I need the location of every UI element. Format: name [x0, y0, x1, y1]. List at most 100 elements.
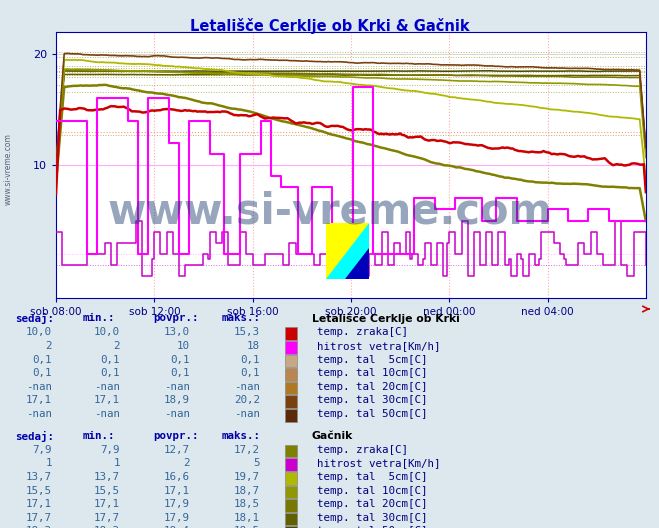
Text: temp. tal 30cm[C]: temp. tal 30cm[C]: [317, 513, 428, 523]
Text: 18,4: 18,4: [164, 526, 190, 528]
Text: 17,2: 17,2: [234, 445, 260, 455]
Text: temp. tal 50cm[C]: temp. tal 50cm[C]: [317, 526, 428, 528]
Text: 18,3: 18,3: [94, 526, 120, 528]
FancyBboxPatch shape: [285, 327, 297, 340]
Text: 1: 1: [45, 458, 52, 468]
Text: 17,1: 17,1: [26, 395, 52, 406]
Text: temp. tal  5cm[C]: temp. tal 5cm[C]: [317, 472, 428, 482]
Text: -nan: -nan: [26, 409, 52, 419]
Text: www.si-vreme.com: www.si-vreme.com: [4, 133, 13, 205]
Text: 13,7: 13,7: [26, 472, 52, 482]
Text: 17,9: 17,9: [164, 513, 190, 523]
Text: sedaj:: sedaj:: [15, 313, 54, 324]
Text: povpr.:: povpr.:: [153, 313, 198, 323]
Polygon shape: [326, 223, 369, 279]
Text: 0,1: 0,1: [241, 368, 260, 378]
FancyBboxPatch shape: [285, 499, 297, 512]
Text: 5: 5: [254, 458, 260, 468]
Text: 18: 18: [247, 341, 260, 351]
Text: temp. tal  5cm[C]: temp. tal 5cm[C]: [317, 355, 428, 365]
Text: 1: 1: [113, 458, 120, 468]
Text: -nan: -nan: [234, 382, 260, 392]
Text: 7,9: 7,9: [101, 445, 120, 455]
Text: 17,9: 17,9: [164, 499, 190, 510]
Text: 13,7: 13,7: [94, 472, 120, 482]
Polygon shape: [345, 248, 369, 279]
FancyBboxPatch shape: [285, 486, 297, 498]
Text: maks.:: maks.:: [222, 431, 261, 441]
Text: 10,0: 10,0: [26, 327, 52, 337]
Text: sedaj:: sedaj:: [15, 431, 54, 442]
Text: 17,7: 17,7: [26, 513, 52, 523]
Text: temp. tal 10cm[C]: temp. tal 10cm[C]: [317, 368, 428, 378]
FancyBboxPatch shape: [285, 526, 297, 528]
Text: 18,9: 18,9: [164, 395, 190, 406]
Text: temp. zraka[C]: temp. zraka[C]: [317, 445, 408, 455]
Text: 20,2: 20,2: [234, 395, 260, 406]
Text: 18,5: 18,5: [234, 526, 260, 528]
Text: Gačnik: Gačnik: [312, 431, 353, 441]
FancyBboxPatch shape: [285, 395, 297, 408]
Text: 0,1: 0,1: [101, 355, 120, 365]
Text: temp. tal 20cm[C]: temp. tal 20cm[C]: [317, 499, 428, 510]
Text: 17,1: 17,1: [26, 499, 52, 510]
Text: 17,1: 17,1: [94, 499, 120, 510]
Text: povpr.:: povpr.:: [153, 431, 198, 441]
Text: 2: 2: [113, 341, 120, 351]
Text: -nan: -nan: [164, 382, 190, 392]
Polygon shape: [326, 223, 369, 279]
Text: temp. tal 50cm[C]: temp. tal 50cm[C]: [317, 409, 428, 419]
Text: 12,7: 12,7: [164, 445, 190, 455]
Text: www.si-vreme.com: www.si-vreme.com: [107, 190, 552, 232]
FancyBboxPatch shape: [285, 458, 297, 471]
FancyBboxPatch shape: [285, 341, 297, 354]
Text: -nan: -nan: [26, 382, 52, 392]
FancyBboxPatch shape: [285, 445, 297, 457]
Text: Letališče Cerklje ob Krki: Letališče Cerklje ob Krki: [312, 313, 460, 324]
Text: temp. tal 10cm[C]: temp. tal 10cm[C]: [317, 486, 428, 496]
FancyBboxPatch shape: [285, 472, 297, 485]
Text: 19,7: 19,7: [234, 472, 260, 482]
Text: 13,0: 13,0: [164, 327, 190, 337]
Text: -nan: -nan: [94, 409, 120, 419]
Text: Letališče Cerklje ob Krki & Gačnik: Letališče Cerklje ob Krki & Gačnik: [190, 18, 469, 34]
Text: 17,7: 17,7: [94, 513, 120, 523]
Text: 10,0: 10,0: [94, 327, 120, 337]
Text: 15,3: 15,3: [234, 327, 260, 337]
Text: 16,6: 16,6: [164, 472, 190, 482]
Text: -nan: -nan: [164, 409, 190, 419]
Text: 18,5: 18,5: [234, 499, 260, 510]
Text: 0,1: 0,1: [32, 355, 52, 365]
FancyBboxPatch shape: [285, 513, 297, 525]
Text: temp. tal 30cm[C]: temp. tal 30cm[C]: [317, 395, 428, 406]
FancyBboxPatch shape: [285, 409, 297, 422]
FancyBboxPatch shape: [285, 382, 297, 394]
Text: 2: 2: [183, 458, 190, 468]
Text: 7,9: 7,9: [32, 445, 52, 455]
FancyBboxPatch shape: [285, 355, 297, 367]
Text: temp. zraka[C]: temp. zraka[C]: [317, 327, 408, 337]
Text: 18,7: 18,7: [234, 486, 260, 496]
Text: hitrost vetra[Km/h]: hitrost vetra[Km/h]: [317, 458, 440, 468]
Text: 18,1: 18,1: [234, 513, 260, 523]
Text: 2: 2: [45, 341, 52, 351]
Text: 15,5: 15,5: [94, 486, 120, 496]
Text: 10: 10: [177, 341, 190, 351]
Text: 0,1: 0,1: [171, 368, 190, 378]
Text: 0,1: 0,1: [32, 368, 52, 378]
Text: min.:: min.:: [83, 313, 115, 323]
Text: maks.:: maks.:: [222, 313, 261, 323]
Text: 17,1: 17,1: [164, 486, 190, 496]
Text: -nan: -nan: [234, 409, 260, 419]
Text: temp. tal 20cm[C]: temp. tal 20cm[C]: [317, 382, 428, 392]
Text: 17,1: 17,1: [94, 395, 120, 406]
Text: min.:: min.:: [83, 431, 115, 441]
Text: 0,1: 0,1: [241, 355, 260, 365]
Text: hitrost vetra[Km/h]: hitrost vetra[Km/h]: [317, 341, 440, 351]
FancyBboxPatch shape: [285, 368, 297, 381]
Text: 0,1: 0,1: [171, 355, 190, 365]
Text: -nan: -nan: [94, 382, 120, 392]
Text: 15,5: 15,5: [26, 486, 52, 496]
Text: 18,3: 18,3: [26, 526, 52, 528]
Text: 0,1: 0,1: [101, 368, 120, 378]
